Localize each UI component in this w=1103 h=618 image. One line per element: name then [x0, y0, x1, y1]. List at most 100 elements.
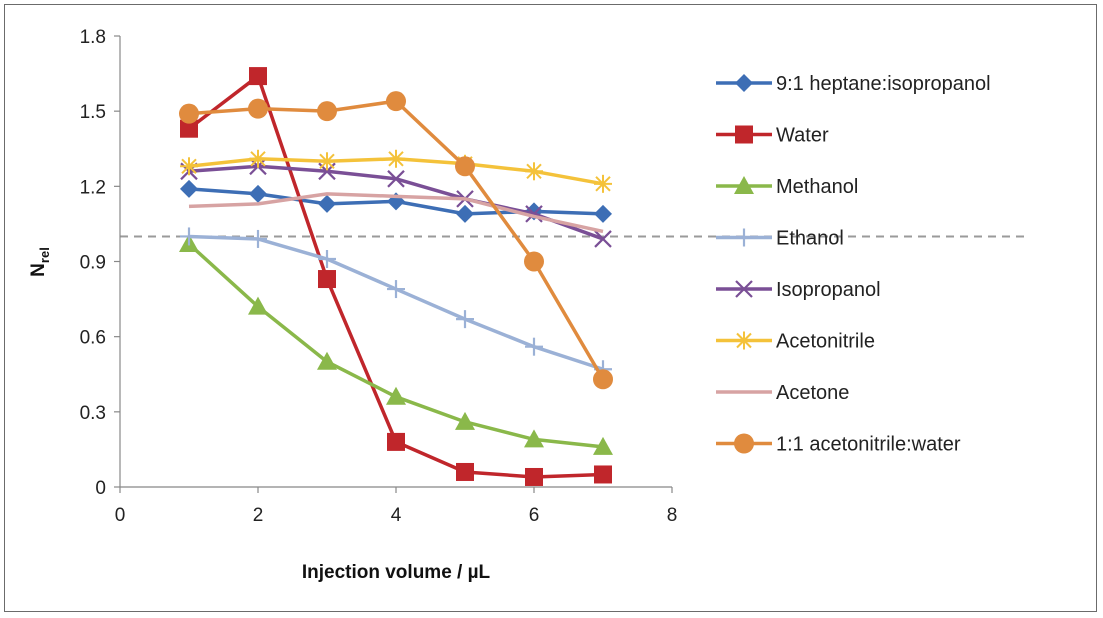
y-tick-label: 0.3	[80, 403, 106, 424]
legend-item-1-1-acetonitrile-water: 1:1 acetonitrile:water	[716, 433, 961, 456]
data-point-isopropanol	[387, 170, 405, 188]
legend-marker-b	[736, 332, 752, 349]
y-axis-title: Nrel	[28, 247, 52, 277]
data-point-water	[318, 270, 336, 289]
data-point-methanol	[524, 429, 544, 448]
data-point-acetonitrile	[525, 162, 543, 181]
data-point-water	[180, 119, 198, 138]
legend-item-water: Water	[716, 125, 829, 147]
legend-item-acetonitrile: Acetonitrile	[716, 331, 875, 353]
data-point-acetonitrile-b	[181, 158, 197, 174]
data-point-water	[525, 467, 543, 486]
legend-item-9-1-heptane-isopropanol: 9:1 heptane:isopropanol	[716, 73, 991, 95]
data-point-ethanol	[180, 227, 198, 246]
data-point-1-1-acetonitrile-water	[317, 101, 337, 122]
data-point-acetonitrile	[318, 152, 336, 171]
series-ethanol	[180, 227, 612, 379]
x-tick-label: 6	[529, 505, 540, 526]
data-point-isopropanol-b	[525, 205, 543, 223]
legend-label: 9:1 heptane:isopropanol	[776, 73, 991, 95]
data-point-acetonitrile	[249, 149, 267, 168]
legend-item-isopropanol: Isopropanol	[716, 279, 881, 301]
series-acetone	[188, 192, 604, 234]
legend-label: Acetone	[776, 382, 849, 404]
legend-label: Acetonitrile	[776, 331, 875, 353]
legend-label: Ethanol	[776, 228, 844, 250]
data-point-9-1-heptane-isopropanol	[456, 204, 474, 223]
legend-item-ethanol: Ethanol	[716, 228, 844, 250]
series-water	[180, 67, 612, 486]
data-point-1-1-acetonitrile-water	[593, 369, 613, 390]
legend: 9:1 heptane:isopropanol Water Methanol Etha…	[716, 73, 991, 456]
legend-item-acetone: Acetone	[716, 382, 849, 404]
legend-label: Isopropanol	[776, 279, 881, 301]
data-point-ethanol	[456, 310, 474, 329]
data-point-acetonitrile	[594, 174, 612, 193]
data-point-water	[456, 462, 474, 481]
data-point-methanol	[317, 351, 337, 370]
x-tick-label: 2	[253, 505, 264, 526]
data-point-1-1-acetonitrile-water	[248, 98, 268, 119]
data-point-water	[249, 67, 267, 86]
x-axis-title: Injection volume / µL	[302, 562, 491, 583]
data-point-acetonitrile-b	[595, 176, 611, 192]
axes: 0 0.3 0.6 0.9 1.2 1.5 1.8 0 2 4 6 8	[80, 27, 678, 526]
legend-marker	[735, 74, 753, 92]
data-point-9-1-heptane-isopropanol	[249, 184, 267, 203]
legend-item-methanol: Methanol	[716, 176, 858, 198]
series-layer	[179, 67, 613, 486]
legend-label: Water	[776, 125, 829, 147]
legend-marker	[735, 125, 753, 144]
data-point-methanol	[386, 386, 406, 405]
legend-marker	[735, 331, 753, 350]
data-point-methanol	[248, 296, 268, 315]
y-tick-label: 1.2	[80, 177, 106, 198]
series-line-acetone	[188, 192, 604, 234]
data-point-isopropanol	[594, 230, 612, 248]
data-point-ethanol	[249, 229, 267, 248]
data-point-1-1-acetonitrile-water	[455, 156, 475, 177]
series-1-1-acetonitrile-water	[179, 91, 613, 390]
y-tick-label: 0.6	[80, 328, 106, 349]
data-point-acetonitrile-b	[250, 151, 266, 167]
data-point-water	[594, 465, 612, 484]
legend-label: Methanol	[776, 176, 858, 198]
y-tick-label: 0.9	[80, 253, 106, 274]
data-point-9-1-heptane-isopropanol	[318, 194, 336, 213]
x-tick-label: 0	[115, 505, 126, 526]
data-point-acetonitrile-b	[388, 151, 404, 167]
legend-marker-b	[735, 280, 753, 298]
legend-label: 1:1 acetonitrile:water	[776, 434, 961, 456]
series-acetonitrile	[180, 149, 612, 193]
data-point-ethanol	[525, 337, 543, 356]
legend-marker	[734, 433, 754, 454]
data-point-water	[387, 432, 405, 451]
data-point-ethanol	[318, 249, 336, 268]
legend-marker	[735, 280, 753, 298]
y-tick-label: 1.5	[80, 102, 106, 123]
y-axis-title-main: N	[28, 263, 49, 277]
data-point-acetonitrile-b	[526, 163, 542, 180]
data-point-9-1-heptane-isopropanol	[180, 179, 198, 198]
x-tick-label: 4	[391, 505, 402, 526]
series-9-1-heptane-isopropanol	[180, 179, 612, 223]
legend-marker	[734, 176, 754, 194]
data-point-ethanol	[387, 280, 405, 299]
data-point-acetonitrile-b	[319, 153, 335, 169]
data-point-9-1-heptane-isopropanol	[594, 204, 612, 223]
y-tick-label: 1.8	[80, 27, 106, 48]
data-point-methanol	[593, 436, 613, 455]
data-point-1-1-acetonitrile-water	[386, 91, 406, 112]
x-tick-label: 8	[667, 505, 678, 526]
y-axis-title-sub: rel	[37, 247, 52, 263]
data-point-isopropanol-b	[594, 230, 612, 248]
data-point-acetonitrile	[180, 157, 198, 176]
legend-marker	[735, 228, 753, 247]
chart-frame	[4, 4, 1097, 612]
series-methanol	[179, 233, 613, 455]
data-point-isopropanol-b	[387, 170, 405, 188]
data-point-1-1-acetonitrile-water	[179, 103, 199, 124]
data-point-1-1-acetonitrile-water	[524, 251, 544, 272]
y-tick-label: 0	[95, 478, 106, 499]
